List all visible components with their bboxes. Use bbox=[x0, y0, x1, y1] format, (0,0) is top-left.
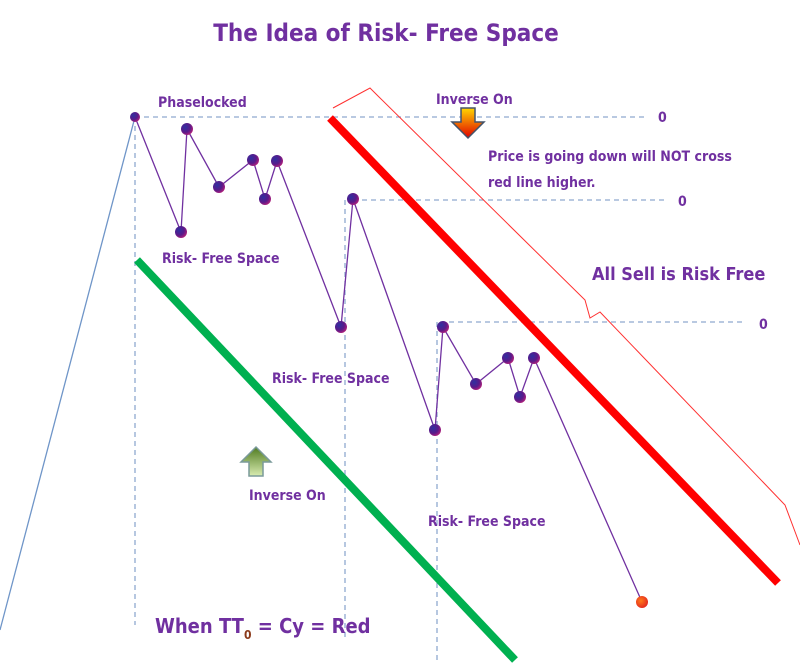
price-point bbox=[271, 155, 283, 167]
up-arrow-icon bbox=[239, 445, 273, 477]
dashed-guides bbox=[134, 116, 745, 662]
price-point bbox=[528, 352, 540, 364]
price-point bbox=[514, 391, 526, 403]
risk-free-label-2: Risk- Free Space bbox=[272, 371, 390, 387]
price-point bbox=[636, 596, 648, 608]
zero-label-2: 0 bbox=[678, 194, 687, 210]
formula-label: When TT0 = Cy = Red bbox=[155, 614, 371, 642]
price-point bbox=[437, 321, 449, 333]
diagram-title: The Idea of Risk- Free Space bbox=[213, 19, 559, 47]
note-line-1: Price is going down will NOT cross bbox=[488, 149, 732, 165]
red-resistance-line bbox=[327, 115, 781, 586]
price-point bbox=[247, 154, 259, 166]
price-point bbox=[213, 181, 225, 193]
risk-free-label-3: Risk- Free Space bbox=[428, 514, 546, 530]
inverse-on-top-label: Inverse On bbox=[436, 92, 513, 108]
rising-trend-line bbox=[0, 116, 136, 631]
green-support-line bbox=[134, 257, 518, 663]
note-line-2: red line higher. bbox=[488, 175, 596, 191]
price-point bbox=[470, 378, 482, 390]
price-point bbox=[259, 193, 271, 205]
price-points bbox=[130, 112, 648, 608]
price-point bbox=[347, 193, 359, 205]
red-brace bbox=[332, 87, 800, 546]
inverse-on-bottom-label: Inverse On bbox=[249, 488, 326, 504]
price-point bbox=[181, 123, 193, 135]
zero-label-1: 0 bbox=[658, 110, 667, 126]
zero-label-3: 0 bbox=[759, 317, 768, 333]
price-point bbox=[175, 226, 187, 238]
formula-subscript: 0 bbox=[244, 628, 252, 642]
price-path bbox=[134, 116, 643, 603]
price-point bbox=[335, 321, 347, 333]
price-point bbox=[429, 424, 441, 436]
formula-prefix: When TT bbox=[155, 614, 245, 638]
phaselocked-label: Phaselocked bbox=[158, 95, 247, 111]
formula-suffix: = Cy = Red bbox=[251, 614, 370, 638]
all-sell-label: All Sell is Risk Free bbox=[592, 264, 765, 285]
risk-free-label-1: Risk- Free Space bbox=[162, 251, 280, 267]
price-point bbox=[130, 112, 140, 122]
price-point bbox=[502, 352, 514, 364]
down-arrow-icon bbox=[450, 107, 486, 140]
